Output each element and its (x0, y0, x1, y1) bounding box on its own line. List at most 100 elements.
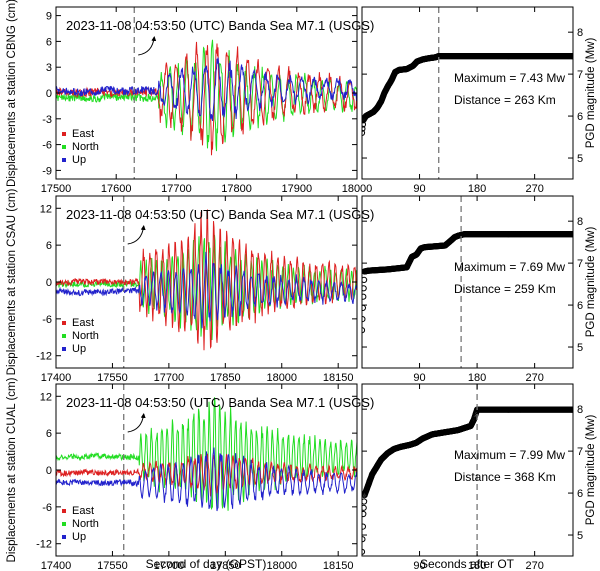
magnitude-point (362, 504, 367, 511)
y-tick-label: 12 (40, 391, 52, 403)
magnitude-point (362, 129, 366, 136)
y-axis-label: Displacements at station CUAL (cm) (6, 377, 18, 562)
magnitude-point (362, 285, 367, 292)
legend-label: North (72, 518, 99, 530)
x-tick-label: 18000 (266, 560, 297, 571)
magnitude-series-group (362, 231, 573, 334)
event-title: 2023-11-08 04:53:50 (UTC) Banda Sea M7.1… (66, 207, 374, 222)
legend-swatch (62, 535, 66, 539)
mw-tick-label: 8 (577, 216, 583, 228)
magnitude-point (362, 327, 366, 334)
x-tick-label: 18150 (323, 372, 354, 384)
magnitude-point (362, 276, 368, 283)
arrival-arrow (138, 36, 157, 56)
x-tick-label: 17550 (97, 372, 128, 384)
mw-tick-label: 7 (577, 446, 583, 458)
x-tick-label: 17500 (41, 183, 72, 195)
magnitude-point (362, 523, 366, 530)
y-axis-label: Displacements at station CBNG (cm) (6, 0, 18, 187)
right-y-axis-label: PGD magnitude (Mw) (585, 38, 597, 149)
mw-tick-label: 5 (577, 342, 583, 354)
panel-csau: 2023-11-08 04:53:50 (UTC) Banda Sea M7.1… (6, 189, 597, 384)
x-tick-label: 17700 (154, 372, 185, 384)
legend-label: Up (72, 343, 86, 355)
right-y-axis-label: PGD magnitude (Mw) (585, 227, 597, 338)
x-tick-label: 18000 (342, 183, 373, 195)
right-x-tick-label: 180 (468, 183, 486, 195)
magnitude-point (362, 498, 368, 505)
distance-label: Distance = 259 Km (454, 282, 556, 296)
event-title: 2023-11-08 04:53:50 (UTC) Banda Sea M7.1… (66, 395, 374, 410)
event-title: 2023-11-08 04:53:50 (UTC) Banda Sea M7.1… (66, 18, 374, 33)
right-x-tick-label: 270 (525, 372, 543, 384)
y-tick-label: 6 (46, 428, 52, 440)
right-x-tick-label: 180 (468, 560, 486, 571)
legend-swatch (62, 522, 66, 526)
right-plot-frame (361, 195, 574, 369)
right-x-tick-label: 90 (413, 560, 425, 571)
y-tick-label: -9 (42, 165, 52, 177)
y-tick-label: 0 (46, 88, 52, 100)
displacement-series-group (56, 397, 357, 512)
max-magnitude-label: Maximum = 7.99 Mw (454, 448, 565, 462)
legend-swatch (62, 321, 66, 325)
magnitude-point (362, 510, 367, 518)
max-magnitude-label: Maximum = 7.69 Mw (454, 260, 565, 274)
series-up-line (56, 447, 357, 512)
right-x-tick-label: 90 (413, 372, 425, 384)
left-x-axis-label: Second of day (GPST) (146, 557, 267, 571)
mw-tick-label: 8 (577, 27, 583, 39)
y-tick-label: -6 (42, 140, 52, 152)
max-magnitude-label: Maximum = 7.43 Mw (454, 71, 565, 85)
x-tick-label: 17850 (210, 372, 241, 384)
x-tick-label: 17850 (210, 560, 241, 571)
mw-tick-label: 6 (577, 111, 583, 123)
y-tick-label: 3 (46, 62, 52, 74)
mw-tick-label: 5 (577, 530, 583, 542)
x-tick-label: 17900 (282, 183, 313, 195)
x-tick-label: 17600 (101, 183, 132, 195)
magnitude-point (362, 293, 367, 300)
mw-tick-label: 6 (577, 488, 583, 500)
right-x-tick-label: 270 (525, 183, 543, 195)
arrival-arrow (127, 225, 146, 245)
right-x-tick-label: 90 (413, 183, 425, 195)
legend-swatch (62, 334, 66, 338)
legend-swatch (62, 145, 66, 149)
right-y-axis-label: PGD magnitude (Mw) (585, 415, 597, 526)
legend-swatch (62, 509, 66, 513)
y-tick-label: -12 (36, 539, 52, 551)
displacement-series-group (56, 39, 357, 156)
x-tick-label: 18150 (323, 560, 354, 571)
legend-swatch (62, 347, 66, 351)
y-tick-label: -6 (42, 314, 52, 326)
x-tick-label: 17700 (154, 560, 185, 571)
legend-label: East (72, 128, 94, 140)
y-axis-label: Displacements at station CSAU (cm) (6, 189, 18, 376)
mw-tick-label: 5 (577, 153, 583, 165)
legend-label: North (72, 330, 99, 342)
series-up-line (56, 57, 357, 122)
y-tick-label: 6 (46, 36, 52, 48)
right-x-axis-label: Seconds after OT (420, 557, 515, 571)
y-tick-label: 6 (46, 240, 52, 252)
x-tick-label: 17400 (41, 560, 72, 571)
legend-label: Up (72, 531, 86, 543)
x-tick-label: 17700 (161, 183, 192, 195)
displacement-series-group (56, 209, 357, 351)
distance-label: Distance = 368 Km (454, 470, 556, 484)
x-tick-label: 17800 (221, 183, 252, 195)
y-tick-label: -12 (36, 351, 52, 363)
right-plot-frame (361, 383, 574, 557)
right-plot-frame (361, 6, 574, 180)
arrival-arrow (127, 413, 146, 433)
magnitude-series-group (362, 53, 573, 136)
x-tick-label: 17550 (97, 560, 128, 571)
mw-tick-label: 8 (577, 404, 583, 416)
series-east-line (56, 209, 357, 351)
legend-swatch (62, 158, 66, 162)
y-tick-label: 0 (46, 277, 52, 289)
legend-label: East (72, 317, 94, 329)
magnitude-series-group (362, 406, 573, 555)
